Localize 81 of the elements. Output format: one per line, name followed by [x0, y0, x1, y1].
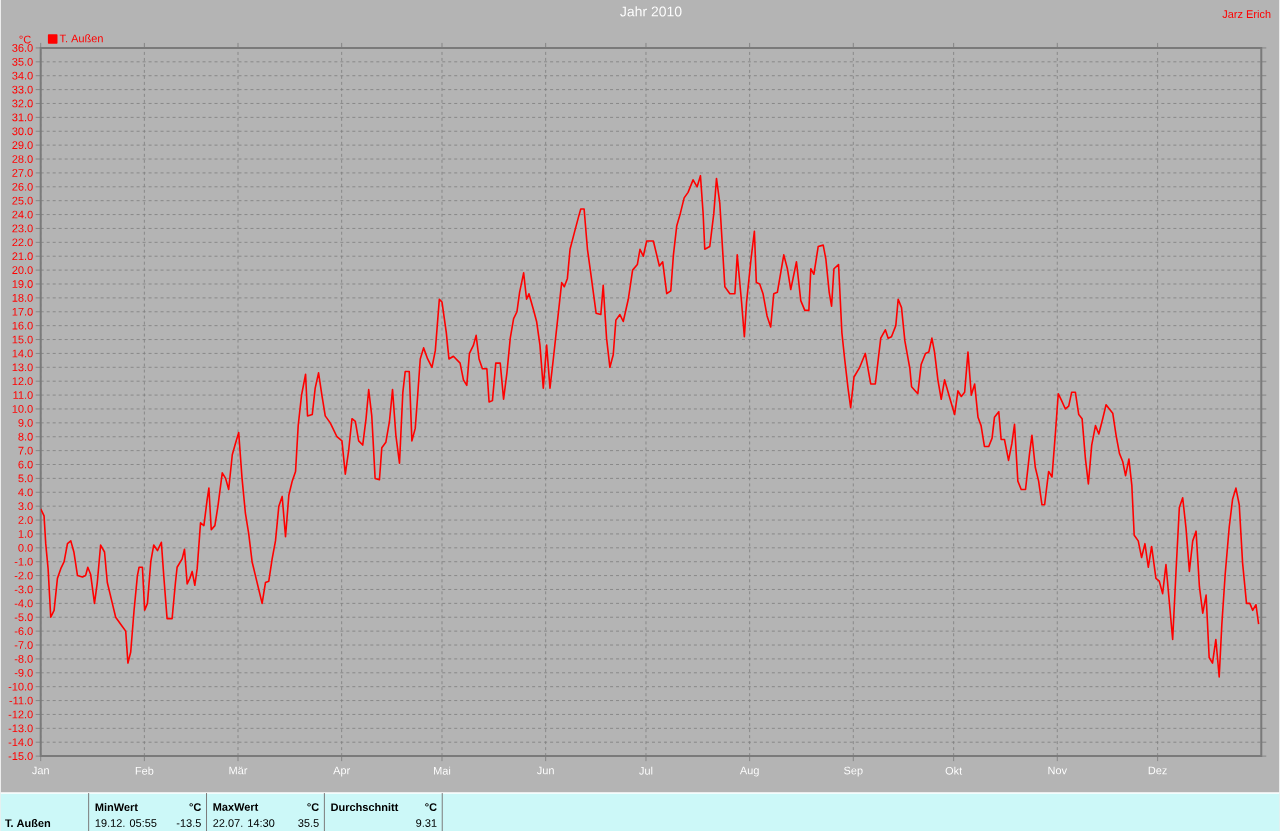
y-tick-label: -1.0 — [14, 558, 33, 566]
text: T. Außen — [5, 819, 51, 828]
y-tick-label: 15.0 — [12, 335, 33, 344]
y-tick-label: 32.0 — [12, 99, 33, 108]
y-tick-label: -9.0 — [14, 669, 33, 677]
y-tick-label: -14.0 — [8, 738, 33, 747]
y-tick-label: -4.0 — [14, 599, 33, 608]
text: 22.07. 14:30 — [213, 819, 275, 828]
y-tick-label: 34.0 — [12, 72, 33, 80]
y-tick-label: -3.0 — [14, 585, 33, 594]
text: 9.31 — [416, 819, 437, 828]
y-tick-label: -10.0 — [8, 683, 33, 691]
y-tick-label: 30.0 — [12, 127, 33, 136]
y-tick-label: 17.0 — [12, 308, 33, 316]
text: 19.12. 05:55 — [95, 819, 157, 828]
x-tick-label: Nov — [1048, 766, 1068, 775]
x-tick-label: Sep — [844, 766, 863, 777]
y-tick-label: 9.0 — [18, 419, 33, 427]
y-tick-label: 31.0 — [12, 113, 33, 122]
y-tick-label: 20.0 — [12, 266, 33, 275]
y-tick-label: -13.0 — [8, 724, 33, 733]
text: MinWert — [95, 803, 138, 812]
y-tick-label: -15.0 — [8, 752, 33, 761]
y-tick-label: 23.0 — [12, 224, 33, 233]
text: °C — [307, 803, 319, 812]
y-tick-label: 13.0 — [12, 363, 33, 372]
y-tick-label: 28.0 — [12, 155, 33, 164]
y-tick-label: 19.0 — [12, 280, 33, 289]
y-tick-label: 36.0 — [12, 44, 33, 53]
x-tick-label: Apr — [333, 766, 351, 777]
y-tick-label: -6.0 — [14, 627, 33, 636]
y-tick-label: 25.0 — [12, 197, 33, 205]
y-tick-label: 16.0 — [12, 322, 33, 330]
y-tick-label: -7.0 — [14, 641, 33, 650]
y-tick-label: 5.0 — [18, 474, 33, 483]
x-tick-label: Aug — [739, 766, 759, 777]
y-tick-label: 24.0 — [12, 210, 33, 219]
y-tick-label: 26.0 — [12, 183, 33, 191]
y-tick-label: 0.0 — [18, 544, 33, 552]
y-tick-label: 8.0 — [18, 433, 33, 441]
y-tick-label: 4.0 — [18, 488, 33, 497]
y-tick-label: -2.0 — [14, 571, 33, 580]
text: MaxWert — [213, 803, 259, 812]
text: °C — [425, 803, 437, 812]
line-series — [40, 175, 1260, 678]
y-tick-label: 10.0 — [12, 405, 33, 414]
text: Jarz Erich — [1222, 10, 1271, 19]
y-tick-label: 29.0 — [12, 141, 33, 150]
y-tick-label: -12.0 — [8, 710, 33, 719]
chart-title: Jahr 2010 — [620, 6, 682, 17]
x-tick-label: Jun — [536, 766, 554, 775]
text: °C — [189, 803, 202, 812]
y-tick-label: -5.0 — [14, 613, 33, 622]
y-tick-label: 21.0 — [12, 252, 33, 261]
y-tick-label: 35.0 — [12, 58, 33, 66]
x-tick-label: Mai — [434, 766, 451, 775]
y-tick-label: 18.0 — [12, 294, 33, 303]
x-tick-label: Okt — [945, 766, 963, 775]
text: 35.5 — [298, 819, 319, 828]
y-tick-label: 3.0 — [18, 502, 33, 511]
y-tick-label: 1.0 — [18, 530, 33, 539]
y-tick-label: -11.0 — [9, 696, 33, 705]
y-tick-label: 11.0 — [13, 391, 33, 400]
y-tick-label: 14.0 — [12, 349, 33, 358]
y-axis-title: °C — [19, 35, 31, 44]
y-tick-label: 22.0 — [12, 238, 33, 247]
x-tick-label: Mär — [229, 766, 248, 775]
text: Durchschnitt — [331, 803, 399, 812]
y-tick-label: 27.0 — [12, 169, 33, 178]
y-tick-label: 2.0 — [18, 516, 33, 525]
y-tick-label: 12.0 — [12, 377, 33, 386]
x-tick-label: Dez — [1148, 766, 1167, 775]
y-tick-label: 33.0 — [12, 85, 33, 94]
x-tick-label: Jul — [639, 766, 653, 775]
y-tick-label: 7.0 — [18, 446, 33, 455]
y-tick-label: 6.0 — [18, 460, 33, 469]
x-tick-label: Feb — [135, 766, 154, 775]
text: -13.5 — [176, 819, 201, 828]
x-tick-label: Jan — [32, 766, 49, 775]
y-tick-label: -8.0 — [14, 655, 33, 664]
legend-label: T. Außen — [59, 34, 103, 43]
